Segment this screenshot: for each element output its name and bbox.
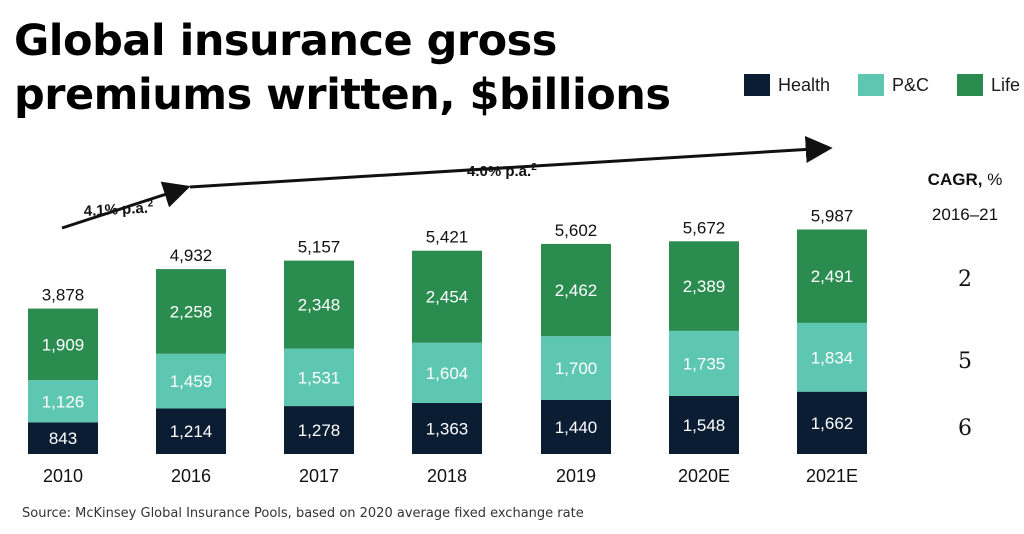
bar-label-p-c-2010: 1,126	[42, 392, 85, 411]
growth-annotation-1: 4.1% p.a.2	[83, 198, 154, 220]
bars-layer: 843 1,126 1,909 3,878 2010 1,214 1,459 2,258 4,9…	[28, 206, 867, 486]
growth-annotation-2: 4.0% p.a.2	[467, 162, 537, 180]
bar-p-c-2018	[412, 342, 482, 403]
cagr-life: 2	[958, 267, 972, 292]
x-tick-2021E: 2021E	[806, 466, 858, 486]
x-tick-2018: 2018	[427, 466, 467, 486]
bar-p-c-2019	[541, 336, 611, 400]
total-label-2017: 5,157	[298, 238, 341, 257]
total-label-2021E: 5,987	[811, 206, 854, 225]
bar-p-c-2010	[28, 380, 98, 423]
bar-health-2010	[28, 422, 98, 454]
x-tick-2019: 2019	[556, 466, 596, 486]
legend-label-life: Life	[991, 74, 1021, 95]
total-label-2020E: 5,672	[683, 218, 726, 237]
cagr-pc: 5	[958, 349, 972, 374]
legend-swatch-health	[744, 74, 770, 96]
x-tick-2017: 2017	[299, 466, 339, 486]
bar-label-health-2016: 1,214	[170, 422, 213, 441]
bar-p-c-2021E	[797, 322, 867, 392]
legend-label-health: Health	[778, 74, 831, 95]
chart-title: Global insurance gross premiums written,…	[14, 16, 671, 120]
bar-p-c-2017	[284, 348, 354, 407]
bar-label-health-2020E: 1,548	[683, 416, 726, 435]
bar-label-p-c-2020E: 1,735	[683, 354, 726, 373]
legend-swatch-life	[957, 74, 984, 96]
cagr-header: CAGR, %	[928, 170, 1003, 189]
bar-p-c-2016	[156, 353, 226, 409]
x-tick-2010: 2010	[43, 466, 83, 486]
bar-label-health-2018: 1,363	[426, 419, 469, 438]
growth-arrow-2016-2021	[189, 136, 833, 189]
bar-health-2019	[541, 400, 611, 454]
bar-label-life-2017: 2,348	[298, 296, 341, 315]
bar-label-life-2010: 1,909	[42, 335, 85, 354]
bar-label-life-2020E: 2,389	[683, 277, 726, 296]
bar-label-life-2021E: 2,491	[811, 267, 854, 286]
bar-label-p-c-2016: 1,459	[170, 372, 213, 391]
bar-health-2017	[284, 406, 354, 454]
cagr-health: 6	[958, 416, 972, 441]
bar-life-2020E	[669, 241, 739, 331]
bar-label-health-2017: 1,278	[298, 421, 341, 440]
bar-health-2016	[156, 408, 226, 454]
bar-label-health-2021E: 1,662	[811, 414, 854, 433]
legend-item-pc: P&C	[858, 74, 929, 96]
bar-label-p-c-2018: 1,604	[426, 364, 469, 383]
legend-item-life: Life	[957, 74, 1020, 96]
bar-life-2019	[541, 243, 611, 337]
total-label-2010: 3,878	[42, 286, 85, 305]
legend-item-health: Health	[744, 74, 830, 96]
x-tick-2020E: 2020E	[678, 466, 730, 486]
bar-p-c-2020E	[669, 330, 739, 396]
bar-life-2017	[284, 260, 354, 349]
bar-life-2021E	[797, 229, 867, 323]
x-tick-2016: 2016	[171, 466, 211, 486]
bar-label-life-2016: 2,258	[170, 302, 213, 321]
legend: Health P&C Life	[744, 74, 1020, 96]
bar-label-life-2019: 2,462	[555, 281, 598, 300]
growth-arrow-2010-2016	[61, 181, 191, 230]
bar-label-health-2010: 843	[49, 429, 77, 448]
total-label-2016: 4,932	[170, 246, 213, 265]
bar-life-2018	[412, 250, 482, 343]
bar-health-2018	[412, 402, 482, 454]
bar-label-health-2019: 1,440	[555, 418, 598, 437]
total-label-2018: 5,421	[426, 228, 469, 247]
legend-swatch-pc	[858, 74, 885, 96]
source-note: Source: McKinsey Global Insurance Pools,…	[22, 506, 584, 521]
total-label-2019: 5,602	[555, 221, 598, 240]
legend-label-pc: P&C	[892, 74, 930, 95]
bar-label-p-c-2019: 1,700	[555, 359, 598, 378]
bar-life-2016	[156, 269, 226, 354]
bar-label-p-c-2017: 1,531	[298, 368, 341, 387]
bar-health-2020E	[669, 395, 739, 454]
cagr-period: 2016–21	[932, 205, 998, 224]
bar-label-p-c-2021E: 1,834	[811, 348, 854, 367]
bar-label-life-2018: 2,454	[426, 288, 469, 307]
bar-life-2010	[28, 308, 98, 381]
bar-health-2021E	[797, 391, 867, 454]
